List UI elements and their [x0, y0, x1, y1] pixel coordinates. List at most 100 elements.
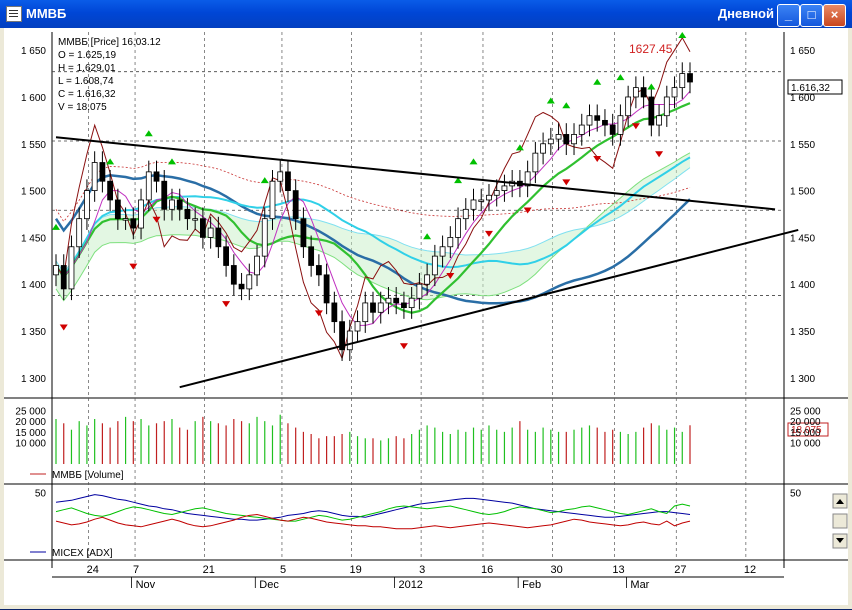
chart-background	[4, 28, 848, 605]
sell-signal-arrow	[655, 151, 664, 158]
candle-body	[53, 265, 59, 276]
candle-body	[563, 134, 570, 145]
candle-body	[254, 255, 260, 276]
candle-body	[184, 208, 191, 220]
candle-body	[416, 283, 423, 299]
candle-body	[285, 171, 291, 191]
price-tick-left: 1 400	[21, 280, 46, 291]
candle-body	[192, 218, 199, 221]
candle-body	[346, 330, 353, 351]
sell-signal-arrow	[399, 343, 408, 350]
ma-blue-line	[54, 173, 691, 305]
candle-body	[632, 87, 639, 98]
candle-body	[424, 274, 431, 285]
trendline	[179, 228, 799, 389]
sell-signal-arrow	[593, 155, 602, 162]
candle-body	[91, 162, 98, 191]
chart-app-icon[interactable]	[6, 6, 22, 22]
candle-body	[215, 227, 222, 248]
candle-body	[176, 199, 183, 210]
candle-body	[408, 297, 415, 309]
price-tick-left: 1 350	[21, 327, 46, 338]
candle-body	[68, 246, 75, 290]
title-bar[interactable]: ММВБ Дневной _ □ ×	[0, 0, 852, 28]
chart-area: ММВБ [Price] 16.03.12 O = 1.625,19 H = 1…	[4, 28, 848, 605]
volume-tick-right: 15 000	[790, 428, 821, 439]
close-button[interactable]: ×	[823, 4, 846, 27]
last-price-box	[787, 79, 843, 95]
candle-body	[648, 96, 655, 126]
buy-signal-arrow	[454, 177, 463, 184]
price-tick-right: 1 400	[790, 280, 815, 291]
price-tick-right: 1 500	[790, 187, 815, 198]
volume-tick-left: 20 000	[15, 417, 46, 428]
buy-signal-arrow	[167, 158, 176, 165]
candle-body	[602, 119, 608, 126]
minimize-button[interactable]: _	[777, 4, 800, 27]
time-axis-month-label: Mar	[630, 579, 649, 591]
price-high: H = 1.629,01	[58, 63, 116, 74]
buy-signal-arrow	[546, 97, 555, 104]
candle-body	[377, 302, 384, 313]
candle-body	[246, 274, 253, 290]
candle-body	[571, 134, 577, 145]
buy-signal-arrow	[260, 177, 269, 184]
candle-body	[138, 199, 144, 229]
time-axis-day-label: 12	[744, 564, 756, 576]
candle-body	[292, 190, 299, 220]
price-tick-right: 1 450	[790, 233, 815, 244]
candle-body	[84, 190, 90, 220]
candle-body	[354, 321, 361, 332]
price-tick-left: 1 500	[21, 187, 46, 198]
buy-signal-arrow	[616, 74, 625, 81]
time-axis-day-label: 7	[133, 564, 139, 576]
candle-body	[370, 302, 376, 313]
sell-signal-arrow	[314, 310, 323, 317]
candle-body	[586, 115, 593, 126]
price-tick-left: 1 600	[21, 93, 46, 104]
sell-signal-arrow	[59, 324, 68, 331]
buy-signal-arrow	[562, 102, 571, 109]
volume-legend-label: ММВБ [Volume]	[52, 470, 124, 481]
candle-body	[107, 180, 114, 201]
volume-tick-right: 25 000	[790, 406, 821, 417]
candle-body	[145, 171, 152, 201]
candle-body	[493, 190, 500, 196]
volume-tick-left: 15 000	[15, 428, 46, 439]
candle-body	[501, 185, 508, 191]
time-axis-day-label: 19	[350, 564, 362, 576]
adx-tick-left: 50	[35, 489, 47, 500]
candle-body	[207, 227, 214, 238]
price-tick-right: 1 300	[790, 374, 815, 385]
adx-series-line	[55, 494, 691, 521]
chart-svg[interactable]: ММВБ [Price] 16.03.12 O = 1.625,19 H = 1…	[4, 28, 848, 605]
candle-body	[362, 302, 369, 323]
candle-body	[308, 246, 315, 266]
candle-body	[478, 199, 485, 202]
price-low: L = 1.608,74	[58, 76, 114, 87]
buy-signal-arrow	[144, 130, 153, 137]
candle-body	[431, 255, 438, 276]
scroll-up-icon	[836, 499, 844, 504]
time-axis-day-label: 27	[674, 564, 686, 576]
time-axis-day-label: 3	[419, 564, 425, 576]
sell-signal-arrow	[523, 207, 532, 214]
candle-body	[401, 302, 407, 309]
price-tick-right: 1 350	[790, 327, 815, 338]
adx-series-line	[55, 513, 691, 530]
candle-body	[671, 87, 678, 98]
candle-body	[76, 218, 83, 248]
candle-body	[200, 218, 206, 238]
buy-signal-arrow	[106, 158, 115, 165]
sell-signal-arrow	[562, 179, 571, 186]
candle-body	[594, 115, 601, 121]
scroll-thumb[interactable]	[832, 513, 848, 529]
candle-body	[547, 138, 554, 145]
sell-signal-arrow	[631, 123, 640, 130]
maximize-button[interactable]: □	[800, 4, 823, 27]
time-axis-day-label: 16	[481, 564, 493, 576]
buy-signal-arrow	[593, 78, 602, 85]
sell-signal-arrow	[222, 301, 231, 308]
candle-body	[122, 218, 129, 221]
